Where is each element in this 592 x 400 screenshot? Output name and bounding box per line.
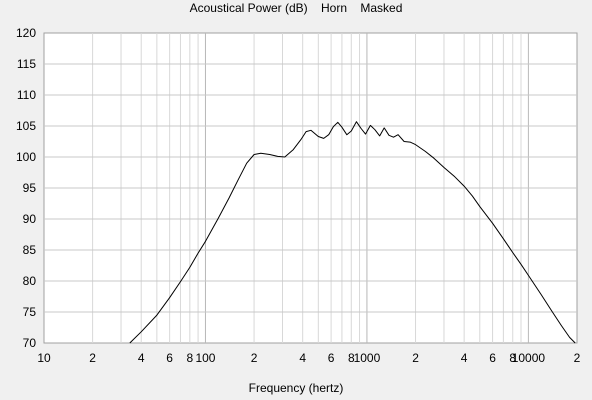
- y-tick-label: 75: [23, 305, 37, 319]
- series-line: [129, 121, 576, 344]
- y-tick-label: 95: [23, 181, 37, 195]
- y-tick-label: 70: [23, 336, 37, 350]
- y-tick-labels: 70 75 80 85 90 95 100 105 110 115 120: [16, 26, 36, 350]
- y-tick-label: 90: [23, 212, 37, 226]
- x-tick-label: 10000: [512, 351, 546, 365]
- y-tick-label: 105: [16, 119, 36, 133]
- series-group: [129, 121, 576, 344]
- x-tick-label: 100: [195, 351, 215, 365]
- y-tick-label: 85: [23, 243, 37, 257]
- chart-title: Acoustical Power (dB) Horn Masked: [189, 1, 403, 15]
- x-tick-label: 8: [186, 351, 193, 365]
- y-tick-label: 100: [16, 150, 36, 164]
- x-tick-label: 8: [509, 351, 516, 365]
- y-tick-label: 80: [23, 274, 37, 288]
- y-tick-label: 115: [17, 57, 36, 71]
- x-tick-label: 2: [412, 351, 419, 365]
- x-tick-label: 6: [489, 351, 496, 365]
- x-tick-label: 10: [37, 351, 51, 365]
- grid-lines: [44, 33, 577, 343]
- x-tick-label: 2: [574, 351, 581, 365]
- x-tick-label: 4: [299, 351, 306, 365]
- x-tick-label: 2: [89, 351, 96, 365]
- y-tick-label: 110: [17, 88, 36, 102]
- y-tick-label: 120: [16, 26, 36, 40]
- x-tick-label: 8: [348, 351, 355, 365]
- x-tick-label: 4: [461, 351, 468, 365]
- x-tick-label: 1000: [354, 351, 381, 365]
- x-tick-label: 2: [251, 351, 258, 365]
- x-tick-label: 6: [166, 351, 173, 365]
- x-axis-label: Frequency (hertz): [248, 381, 344, 395]
- x-tick-label: 4: [138, 351, 145, 365]
- x-tick-label: 6: [328, 351, 335, 365]
